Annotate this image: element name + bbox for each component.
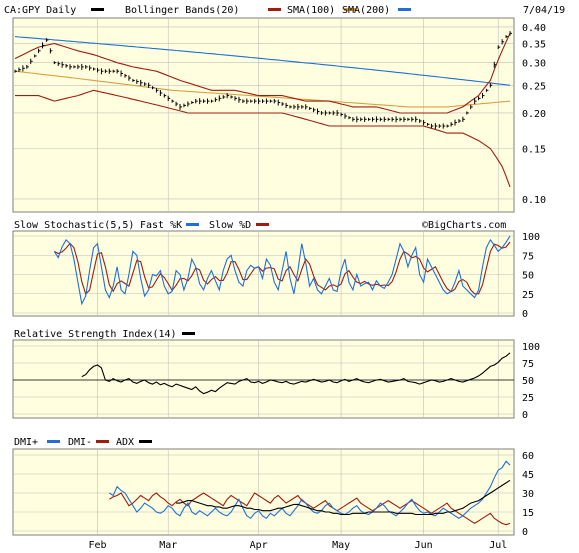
dmi-y-tick-label: 15 bbox=[522, 508, 534, 519]
month-label: May bbox=[332, 540, 350, 551]
month-label: Jul bbox=[489, 540, 507, 551]
ticker-legend-swatch bbox=[91, 8, 104, 11]
rsi-y-tick-label: 75 bbox=[522, 359, 534, 370]
slow-d-line bbox=[54, 241, 511, 296]
dmi-minus-label: DMI- bbox=[68, 437, 92, 448]
dmi-minus-line bbox=[109, 492, 511, 526]
sma100-legend-swatch bbox=[344, 8, 357, 11]
rsi-y-tick-label: 25 bbox=[522, 393, 534, 404]
rsi-title: Relative Strength Index(14) bbox=[14, 329, 177, 340]
dmi-y-tick-label: 45 bbox=[522, 470, 534, 481]
dmi-plus-swatch bbox=[47, 440, 60, 443]
dmi-y-tick-label: 30 bbox=[522, 489, 534, 500]
sma200-legend-label: SMA(200) bbox=[342, 5, 390, 16]
sma200-line bbox=[14, 36, 511, 86]
rsi-y-tick-label: 50 bbox=[522, 376, 534, 387]
month-label: Mar bbox=[159, 540, 177, 551]
price-series bbox=[14, 31, 512, 188]
bollinger-legend-label: Bollinger Bands(20) bbox=[125, 5, 239, 16]
month-label: Jun bbox=[415, 540, 433, 551]
rsi-y-axis: 100 75 50 25 0 bbox=[522, 342, 540, 421]
price-y-tick-label: 0.35 bbox=[522, 40, 546, 51]
fast-k-swatch bbox=[186, 223, 199, 226]
sma100-line bbox=[14, 70, 511, 108]
bollinger-legend-swatch bbox=[268, 8, 281, 11]
rsi-panel bbox=[12, 339, 515, 419]
rsi-swatch bbox=[182, 332, 195, 335]
stochastic-y-axis: 100 75 50 25 0 bbox=[522, 232, 540, 320]
adx-line bbox=[176, 479, 511, 516]
sma100-legend-label: SMA(100) bbox=[287, 5, 335, 16]
watermark: ©BigCharts.com bbox=[422, 220, 506, 231]
adx-swatch bbox=[139, 440, 152, 443]
price-panel bbox=[12, 17, 515, 213]
dmi-y-tick-label: 0 bbox=[522, 527, 528, 538]
dmi-series bbox=[109, 460, 511, 526]
rsi-line bbox=[81, 352, 511, 395]
price-y-tick-label: 0.40 bbox=[522, 23, 546, 34]
month-label: Feb bbox=[89, 540, 107, 551]
fast-k-label: Fast %K bbox=[140, 220, 182, 231]
dmi-y-axis: 60 45 30 15 0 bbox=[522, 451, 534, 538]
price-y-tick-label: 0.20 bbox=[522, 109, 546, 120]
dmi-minus-swatch bbox=[96, 440, 109, 443]
price-y-tick-label: 0.30 bbox=[522, 59, 546, 70]
stochastic-title: Slow Stochastic(5,5) bbox=[14, 220, 134, 231]
price-gridlines bbox=[13, 18, 514, 212]
rsi-series bbox=[13, 352, 514, 395]
stochastic-y-tick-label: 25 bbox=[522, 290, 534, 301]
bollinger-upper-line bbox=[14, 33, 511, 114]
ticker-label: CA:GPY Daily bbox=[4, 5, 76, 16]
slow-d-label: Slow %D bbox=[209, 220, 251, 231]
x-axis-months: Feb Mar Apr May Jun Jul bbox=[89, 540, 508, 551]
price-y-tick-label: 0.15 bbox=[522, 145, 546, 156]
price-y-tick-label: 0.25 bbox=[522, 81, 546, 92]
chart-date: 7/04/19 bbox=[523, 5, 565, 16]
rsi-y-tick-label: 100 bbox=[522, 342, 540, 353]
bollinger-lower-line bbox=[15, 89, 511, 188]
month-label: Apr bbox=[250, 540, 268, 551]
stochastic-series bbox=[53, 235, 511, 306]
price-y-axis: 0.40 0.35 0.30 0.25 0.20 0.15 0.10 bbox=[522, 23, 546, 206]
stochastic-y-tick-label: 100 bbox=[522, 232, 540, 243]
dmi-plus-label: DMI+ bbox=[14, 437, 38, 448]
sma200-legend-swatch bbox=[398, 8, 411, 11]
dmi-panel bbox=[12, 448, 515, 536]
dmi-y-tick-label: 60 bbox=[522, 451, 534, 462]
dmi-gridlines bbox=[13, 449, 514, 535]
stochastic-y-tick-label: 50 bbox=[522, 271, 534, 282]
adx-label: ADX bbox=[116, 437, 134, 448]
stochastic-y-tick-label: 75 bbox=[522, 251, 534, 262]
slow-d-swatch bbox=[256, 223, 269, 226]
price-y-tick-label: 0.10 bbox=[522, 195, 546, 206]
fast-k-line bbox=[53, 235, 511, 306]
stochastic-y-tick-label: 0 bbox=[522, 309, 528, 320]
rsi-y-tick-label: 0 bbox=[522, 410, 528, 421]
